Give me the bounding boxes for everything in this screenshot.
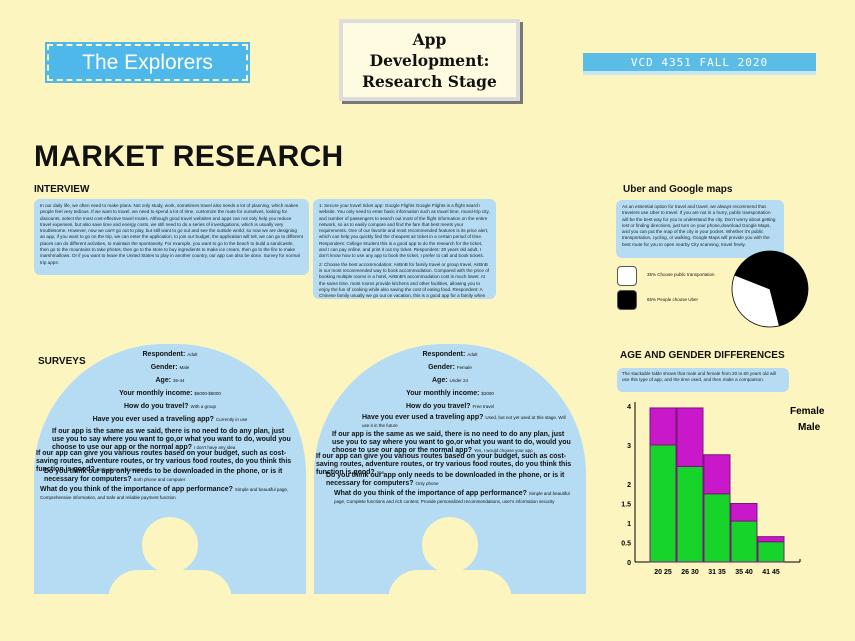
legend-swatch-uber [617,290,637,310]
legend-label-public-transport: 35% Choose public transportation [647,272,715,277]
x-tick-label: 41 45 [762,569,780,576]
survey-right-q3: Do you think our app only needs to be do… [326,472,565,487]
legend-label-uber: 65% People choose Uber [647,297,699,302]
uber-pie-chart [731,250,809,328]
interview-text-2a: 1: Secure your travel ticket app: Google… [319,203,490,259]
pie-slice-0 [731,274,780,328]
survey-left-q3: Do you think our app only needs to be do… [44,468,283,483]
interview-text-1: In our daily life, we often need to make… [40,203,303,265]
legend-swatch-public-transport [617,266,637,286]
interview-text-2b: 2: Choose the best accommodation: AirBnB… [319,261,490,299]
course-bar-underline [583,71,816,75]
y-tick-label: 0 [627,560,631,567]
course-bar: VCD 4351 FALL 2020 [583,53,816,71]
bar-male-2 [703,493,731,563]
bar-female-2 [703,454,731,495]
team-badge: The Explorers [45,42,250,83]
avatar-head-left [142,517,198,573]
age-gender-heading: AGE AND GENDER DIFFERENCES [620,350,785,361]
pie-slice-1 [734,250,809,327]
stage-box: App Development: Research Stage [339,19,520,101]
uber-heading: Uber and Google maps [623,184,733,195]
legend-label-male: Male [798,422,821,433]
age-gender-note: The stackable table shows that male and … [617,368,789,392]
interview-card-1: In our daily life, we often need to make… [34,199,309,275]
page-title: MARKET RESEARCH [34,140,344,173]
survey-right-respondent: Respondent: Adult [422,351,478,358]
stage-line-1: App [412,29,447,49]
x-tick-label: 35 40 [735,569,753,576]
survey-right-q2: If our app can give you various routes b… [316,453,572,476]
survey-right-gender: Gender: Female [428,364,472,371]
survey-left-q4: What do you think of the importance of a… [40,486,289,500]
bar-male-4 [757,541,785,563]
bar-female-1 [676,407,704,467]
bar-male-1 [676,465,704,563]
survey-right-q4: What do you think of the importance of a… [334,490,570,504]
y-tick-label: 1.5 [621,502,631,509]
interview-card-2: 1: Secure your travel ticket app: Google… [313,199,496,299]
x-tick-label: 31 35 [708,569,726,576]
survey-card-right: Respondent: Adult Gender: Female Age: Un… [314,344,586,594]
survey-left-gender: Gender: Male [150,364,190,371]
x-tick-label: 26 30 [681,569,699,576]
survey-left-age: Age: 35-44 [155,377,185,384]
bar-female-3 [730,503,758,522]
survey-left-q2: If our app can give you various routes b… [36,450,292,473]
survey-left-q1: If our app is the same as we said, there… [52,428,291,451]
x-tick-label: 20 25 [654,569,672,576]
survey-right-q1: If our app is the same as we said, there… [332,431,571,454]
survey-right-income: Your monthly income: $2000 [406,390,494,397]
bar-male-3 [730,520,758,563]
uber-text: As an essential option for travel and tr… [622,204,776,247]
avatar-head-right [422,517,478,573]
course-code: VCD 4351 FALL 2020 [630,55,769,69]
survey-card-left: Respondent: Adult Gender: Male Age: 35-4… [34,344,306,594]
team-name: The Explorers [82,50,213,74]
legend-label-female: Female [790,406,825,417]
survey-left-income: Your monthly income: $6000-$8000 [119,390,221,397]
survey-left-used: Have you ever used a traveling app? Curr… [92,416,248,423]
stage-line-2: Development: [369,50,490,70]
interview-heading: INTERVIEW [34,184,90,195]
bar-male-0 [649,444,677,563]
uber-card: As an essential option for travel and tr… [616,200,784,258]
y-tick-label: 2 [627,482,631,489]
bar-female-0 [649,407,677,446]
avatar-body-right [388,570,512,594]
bar-female-4 [757,536,785,543]
stage-line-3: Research Stage [362,71,497,91]
survey-left-travel: How do you travel? With a group [123,403,217,410]
survey-right-used: Have you ever used a traveling app? Used… [362,414,566,428]
age-gender-note-text: The stackable table shows that male and … [622,371,777,383]
y-tick-label: 3 [627,443,631,450]
y-tick-label: 0.5 [621,541,631,548]
surveys-heading: SURVEYS [38,356,86,367]
survey-left-respondent: Respondent: Adult [142,351,198,358]
y-tick-label: 1 [627,521,631,528]
age-gender-bar-chart: 4 3 2 1.5 1 0.5 0 20 25 26 30 31 35 35 40 41 45 Fema… [621,402,825,576]
survey-right-age: Age: Under 24 [431,377,468,384]
avatar-body-left [108,570,232,594]
y-tick-label: 4 [627,404,631,411]
survey-right-travel: How do you travel? Free travel [405,403,495,410]
